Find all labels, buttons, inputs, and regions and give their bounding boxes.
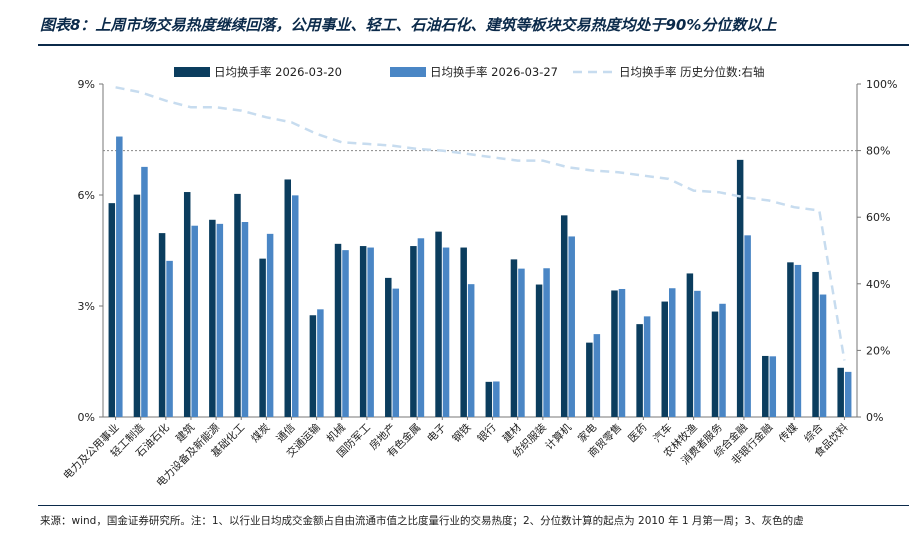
bar-series2 — [266, 233, 274, 417]
x-tick-label: 计算机 — [543, 421, 575, 453]
y-left-tick-label: 9% — [78, 78, 95, 91]
bar-series1 — [485, 381, 493, 417]
bar-series1 — [837, 367, 844, 417]
x-tick-label: 煤炭 — [248, 421, 272, 445]
bar-series2 — [367, 247, 374, 417]
chart-title: 图表8：上周市场交易热度继续回落，公用事业、轻工、石油石化、建筑等板块交易热度均… — [40, 16, 777, 34]
bar-series2 — [141, 166, 148, 417]
bar-series1 — [435, 231, 442, 417]
bar-series1 — [787, 262, 794, 417]
y-right-tick-label: 0% — [866, 411, 883, 424]
bar-series1 — [736, 159, 744, 417]
y-left-tick-label: 0% — [78, 411, 95, 424]
bar-series1 — [812, 271, 819, 417]
y-right-tick-label: 60% — [866, 211, 890, 224]
bar-series1 — [309, 315, 317, 417]
x-tick-label: 电子 — [424, 421, 448, 445]
bar-series1 — [636, 324, 643, 417]
bar-series2 — [342, 250, 349, 417]
legend-label-series3: 日均换手率 历史分位数:右轴 — [619, 65, 765, 79]
bar-series1 — [560, 215, 568, 417]
bar-series2 — [518, 268, 525, 417]
bar-series2 — [819, 294, 827, 417]
bar-series2 — [116, 136, 123, 418]
bar-series1 — [611, 290, 618, 417]
bar-series1 — [460, 247, 467, 417]
source-note: 来源：wind，国金证券研究所。注：1、以行业日均成交金额占自由流通市值之比度量… — [40, 515, 804, 527]
bar-series1 — [108, 203, 116, 417]
bar-series2 — [442, 247, 450, 417]
bar-series1 — [183, 192, 191, 417]
bar-series2 — [241, 222, 249, 417]
bar-series1 — [284, 179, 291, 417]
y-right-tick-label: 100% — [866, 78, 897, 91]
bar-series2 — [191, 225, 198, 417]
bar-series1 — [209, 219, 216, 417]
bar-series1 — [762, 355, 769, 417]
bar-series1 — [686, 273, 694, 417]
legend-swatch-series1 — [174, 67, 210, 77]
bar-series2 — [417, 238, 425, 417]
line-series3-percentile — [115, 86, 846, 361]
bar-series2 — [844, 371, 852, 417]
bar-series1 — [158, 233, 166, 417]
x-tick-label: 传媒 — [776, 421, 800, 445]
bar-series2 — [643, 316, 651, 417]
bar-series2 — [216, 223, 224, 417]
footer-rule — [38, 505, 909, 506]
legend-swatch-series2 — [390, 67, 426, 77]
bar-series2 — [493, 381, 500, 417]
bar-series1 — [234, 193, 241, 417]
bar-series2 — [618, 288, 626, 417]
bar-series2 — [794, 264, 802, 417]
bar-series2 — [467, 284, 475, 417]
bar-series1 — [133, 194, 141, 417]
bar-series1 — [334, 243, 342, 417]
bar-series1 — [535, 284, 543, 417]
bar-series2 — [769, 356, 777, 417]
bar-series2 — [166, 260, 173, 417]
bar-series1 — [510, 259, 518, 417]
y-right-tick-label: 20% — [866, 344, 890, 357]
bar-series2 — [292, 195, 299, 417]
title-rule — [38, 44, 909, 46]
bar-series2 — [392, 288, 400, 417]
bar-series1 — [661, 301, 668, 417]
bar-series2 — [744, 235, 751, 417]
bar-series1 — [586, 342, 593, 417]
bar-series1 — [259, 258, 266, 417]
bar-series2 — [317, 309, 324, 417]
bar-series2 — [719, 303, 726, 417]
bar-series2 — [669, 288, 676, 417]
y-right-tick-label: 80% — [866, 145, 890, 158]
bar-series2 — [593, 334, 601, 417]
x-tick-label: 医药 — [626, 422, 649, 445]
legend-label-series1: 日均换手率 2026-03-20 — [214, 65, 342, 79]
bar-series2 — [568, 236, 575, 417]
x-tick-label: 银行 — [475, 421, 499, 445]
y-left-tick-label: 6% — [78, 189, 95, 202]
bar-series2 — [694, 290, 701, 417]
bar-series1 — [711, 311, 719, 417]
y-right-tick-label: 40% — [866, 278, 890, 291]
x-tick-label: 钢铁 — [450, 421, 474, 445]
bar-series1 — [385, 277, 392, 417]
bar-series1 — [410, 246, 417, 417]
y-left-tick-label: 3% — [78, 300, 95, 313]
bar-series1 — [359, 246, 367, 417]
legend-label-series2: 日均换手率 2026-03-27 — [430, 65, 558, 79]
bar-series2 — [543, 268, 550, 417]
